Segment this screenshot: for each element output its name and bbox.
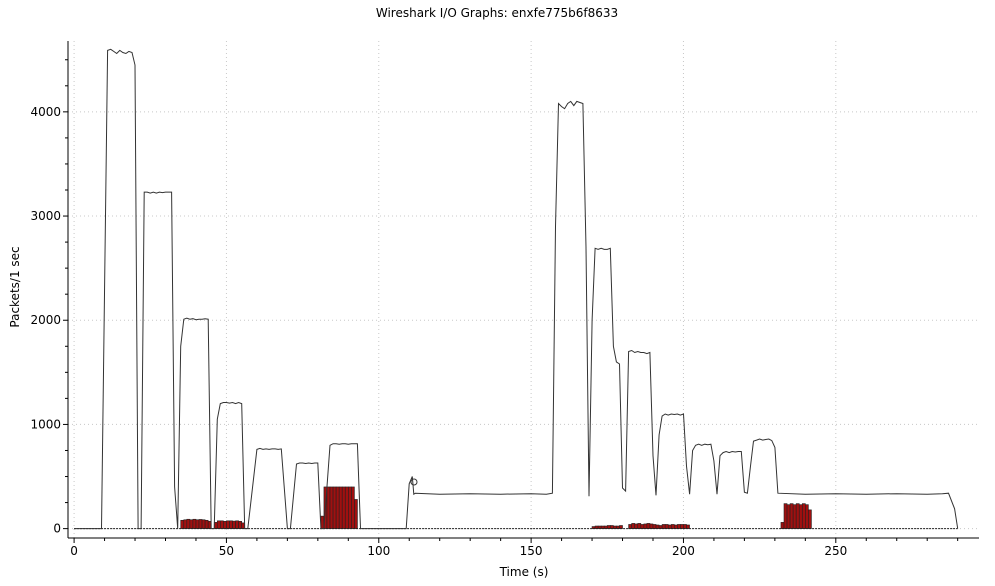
bar [204,519,209,529]
x-tick-label: 250 [824,544,847,558]
bar [683,524,687,529]
bar [232,520,236,529]
x-tick-label: 200 [672,544,695,558]
bar [677,524,681,529]
bar [326,486,331,529]
bar [189,519,194,529]
bar [631,523,636,529]
bar [238,521,242,529]
bar [808,509,812,529]
bar [664,524,669,529]
y-tick-label: 1000 [30,417,61,431]
bar [344,486,349,529]
y-tick-label: 0 [53,522,61,536]
bar [643,523,648,529]
grid-lines [68,41,979,538]
x-axis-label: Time (s) [499,565,549,579]
bar [637,523,642,529]
bar [226,520,230,529]
bar [801,503,806,529]
bar [674,524,678,529]
bar [348,486,352,529]
bar [655,524,660,529]
x-tick-label: 100 [367,544,390,558]
bar [335,486,340,529]
bar [798,504,803,529]
bar [329,486,334,529]
bar [220,520,224,529]
bar [670,524,675,529]
y-axis-label: Packets/1 sec [8,246,22,327]
chart-title: Wireshark I/O Graphs: enxfe775b6f8633 [376,6,618,20]
x-tick-label: 0 [70,544,78,558]
bar [192,518,197,529]
bar [649,523,654,529]
bar [628,524,632,529]
bar [686,524,690,529]
bar [634,523,639,529]
bar [183,519,188,529]
bar [229,520,233,529]
bar [195,519,200,529]
bar [792,504,797,529]
axis-ticks: 0 50 100 150 200 250 0 1000 2000 3000 4000 [30,59,959,558]
bar [786,504,791,529]
bar [661,524,666,529]
bar [640,524,645,529]
bar [180,519,185,529]
bar [201,519,206,529]
bar [198,519,203,529]
bar [783,503,788,529]
bar [351,486,355,529]
bar [216,520,221,529]
x-tick-label: 50 [219,544,234,558]
bar [805,504,809,529]
bar [332,486,337,529]
marker-circle [410,478,418,486]
y-tick-label: 2000 [30,313,61,327]
bar [652,524,657,529]
bar [780,522,785,529]
bar [667,524,672,529]
y-tick-label: 3000 [30,209,61,223]
bar [338,486,343,529]
bar [646,523,651,529]
bar [320,515,325,529]
bar [795,503,800,529]
bar [680,524,684,529]
axes [67,41,979,539]
packets-line-series [74,48,959,530]
x-tick-label: 150 [520,544,543,558]
bar [354,499,358,529]
bar [235,520,239,529]
y-tick-label: 4000 [30,105,61,119]
bar [223,521,227,529]
bar [186,518,191,529]
bar [789,503,794,529]
bar [341,486,346,529]
bar-series [74,486,958,530]
